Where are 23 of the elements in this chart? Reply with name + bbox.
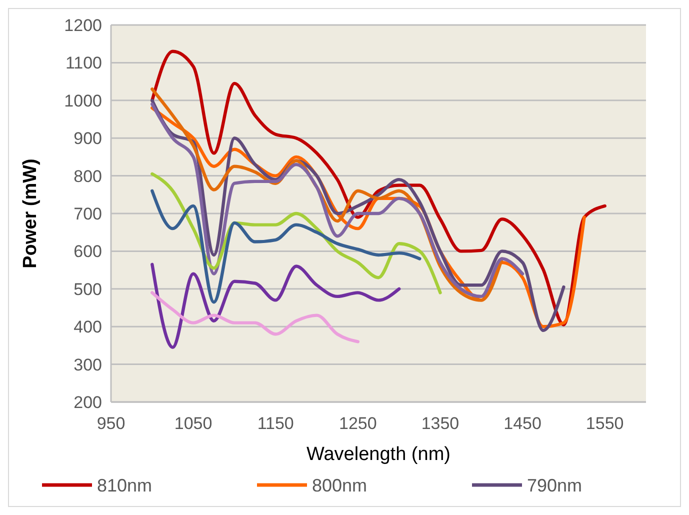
x-tick-label: 1550 — [586, 414, 624, 433]
x-tick-label: 950 — [96, 414, 126, 433]
x-tick-label: 1050 — [174, 414, 212, 433]
y-tick-label: 900 — [74, 129, 102, 148]
x-axis-title: Wavelength (nm) — [306, 444, 450, 465]
x-tick-label: 1350 — [421, 414, 460, 433]
y-tick-label: 600 — [74, 242, 102, 262]
legend-label: 790nm — [527, 475, 582, 496]
y-tick-label: 1100 — [65, 54, 102, 73]
y-tick-label: 400 — [74, 318, 102, 337]
x-tick-label: 1450 — [504, 414, 542, 433]
y-tick-label: 1000 — [64, 91, 102, 110]
legend-label: 810nm — [97, 475, 152, 496]
y-tick-label: 200 — [74, 392, 102, 412]
y-tick-label: 800 — [74, 166, 102, 186]
legend-label: 800nm — [312, 475, 368, 496]
y-tick-label: 300 — [74, 355, 102, 374]
y-tick-label: 700 — [74, 204, 102, 224]
y-tick-label: 500 — [74, 280, 102, 299]
x-tick-label: 1150 — [257, 414, 294, 433]
x-tick-label: 1250 — [339, 414, 377, 433]
y-axis-title: Power (mW) — [20, 158, 41, 268]
y-tick-label: 1200 — [64, 16, 102, 35]
